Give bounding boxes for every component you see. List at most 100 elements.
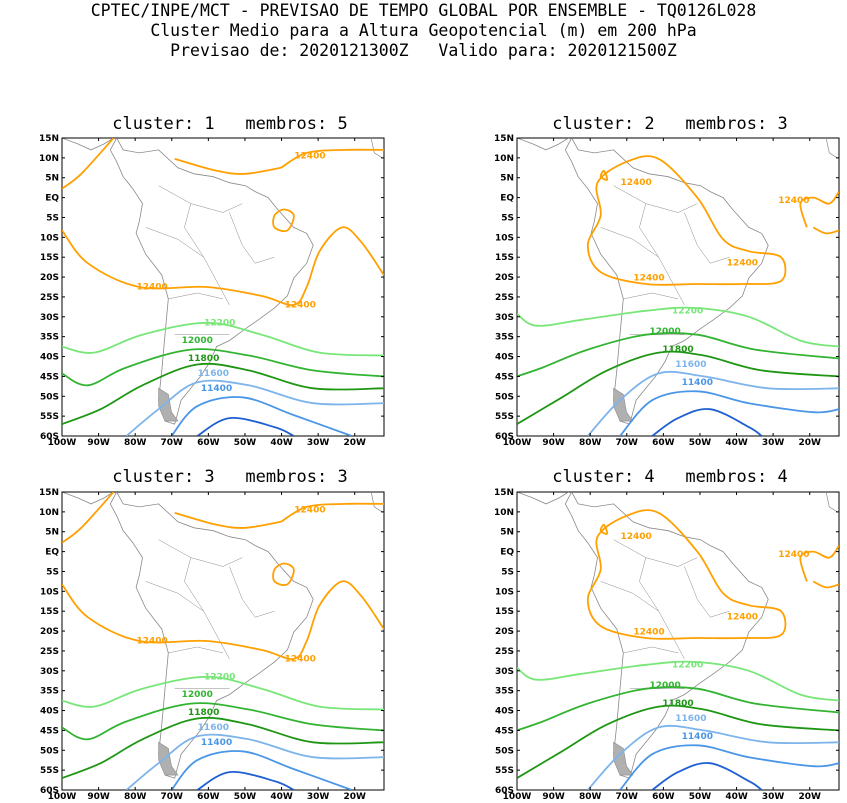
map-frame — [516, 137, 840, 437]
contour-label-12000: 12000 — [649, 327, 680, 337]
lat-label: 15S — [40, 253, 59, 263]
africa-coastline — [370, 492, 384, 514]
country-border — [229, 566, 275, 618]
contour-11600 — [587, 370, 839, 436]
contour-11200 — [196, 771, 295, 790]
lat-label: 5N — [45, 528, 59, 538]
contour-label-12400: 12400 — [294, 151, 325, 161]
header-line-3: Previsao de: 2020121300Z Valido para: 20… — [170, 41, 677, 60]
contour-11800 — [62, 716, 384, 779]
lon-label: 70W — [161, 438, 184, 447]
contour-label-12400: 12400 — [620, 178, 651, 188]
central-america-coastline — [62, 492, 114, 505]
contour-12200 — [517, 660, 839, 702]
lon-label: 70W — [616, 438, 639, 447]
africa-coastline — [825, 138, 839, 160]
lon-label: 30W — [762, 438, 785, 447]
contour-12400-equatorial — [174, 512, 282, 529]
lat-label: 5S — [46, 213, 59, 223]
south-america-coastline — [564, 138, 769, 425]
contour-12400-equatorial-east — [280, 502, 384, 523]
contour-label-12000: 12000 — [649, 681, 680, 691]
south-america-coastline — [109, 492, 314, 779]
lon-label: 100W — [48, 438, 77, 447]
lon-label: 60W — [652, 792, 675, 802]
map-panel-2: 12400 12400 12400 12400 12200 12000 11800 11600… — [494, 134, 840, 447]
contour-12200 — [62, 675, 384, 711]
contour-label-12200: 12200 — [672, 306, 703, 316]
central-america-coastline — [517, 138, 569, 151]
map-panel-1: 12400 12400 12400 12200 12000 11800 11600 11400… — [39, 134, 385, 447]
country-border — [639, 557, 659, 612]
lat-label: 35S — [495, 687, 514, 697]
patagonia-islands — [158, 741, 179, 776]
lat-label: EQ — [500, 548, 514, 558]
panel-title-4: cluster: 4 membros: 4 — [552, 467, 788, 487]
lat-label: 60S — [40, 432, 59, 442]
country-border — [613, 185, 698, 213]
lat-label: 20S — [495, 273, 514, 283]
country-border — [158, 185, 243, 213]
contour-11600 — [125, 733, 384, 790]
lat-label: 5N — [45, 174, 59, 184]
lat-label: 20S — [40, 627, 59, 637]
lat-label: 35S — [40, 333, 59, 343]
lat-label: 15S — [495, 607, 514, 617]
lat-label: 10S — [495, 587, 514, 597]
lat-label: 5N — [500, 174, 514, 184]
map-panel-3: 12400 12400 12400 12200 12000 11800 11600 11400… — [39, 488, 385, 802]
lon-label: 50W — [689, 792, 712, 802]
lat-label: 10N — [494, 508, 514, 518]
lon-label: 80W — [124, 792, 147, 802]
contour-label-12000: 12000 — [182, 690, 213, 700]
contour-label-11600: 11600 — [675, 714, 706, 724]
lon-label: 50W — [234, 438, 257, 447]
contour-11600 — [587, 724, 839, 790]
central-america-coastline — [517, 492, 569, 505]
contour-label-12200: 12200 — [204, 672, 235, 682]
country-border — [613, 539, 698, 567]
lon-label: 20W — [799, 792, 822, 802]
contour-label-12400: 12400 — [727, 613, 758, 623]
contour-12400-subtropical — [62, 580, 384, 660]
lat-label: 20S — [40, 273, 59, 283]
lat-label: 10S — [495, 233, 514, 243]
country-border — [600, 581, 685, 660]
lat-label: 5S — [501, 567, 514, 577]
contour-11400 — [170, 396, 353, 436]
lon-label: 20W — [799, 438, 822, 447]
contour-12400-atlantic-lower — [812, 226, 839, 235]
contour-11200 — [196, 417, 295, 436]
contour-12400-atlantic-lower — [812, 580, 839, 589]
lon-label: 20W — [344, 438, 367, 447]
lat-label: 50S — [40, 392, 59, 402]
map-frame — [516, 491, 840, 791]
contour-label-11600: 11600 — [198, 723, 229, 733]
lat-label: EQ — [45, 548, 59, 558]
lat-label: 15N — [494, 134, 514, 144]
contour-label-12400: 12400 — [633, 274, 664, 284]
contour-11600 — [125, 379, 384, 436]
contour-12000 — [62, 348, 384, 387]
contour-label-12400: 12400 — [137, 283, 168, 293]
country-border — [639, 203, 659, 258]
lon-label: 90W — [87, 438, 110, 447]
contour-11400 — [619, 390, 839, 436]
lat-label: 30S — [495, 667, 514, 677]
contour-label-12200: 12200 — [672, 660, 703, 670]
contour-12400-atlantic — [799, 191, 839, 228]
lat-label: 5N — [500, 528, 514, 538]
lat-label: 45S — [495, 726, 514, 736]
lon-label: 50W — [689, 438, 712, 447]
contour-12400-small-loop — [599, 523, 609, 535]
map-panel-4: 12400 12400 12400 12400 12200 12000 11800 11600… — [494, 488, 840, 802]
lat-label: 45S — [495, 372, 514, 382]
lon-label: 40W — [725, 438, 748, 447]
contour-12000 — [517, 331, 839, 378]
lat-label: 60S — [495, 786, 514, 796]
lon-label: 70W — [161, 792, 184, 802]
header-line-1: CPTEC/INPE/MCT - PREVISAO DE TEMPO GLOBA… — [90, 1, 757, 20]
contour-12400-equatorial — [174, 158, 282, 175]
lon-label: 90W — [542, 792, 565, 802]
contour-label-11400: 11400 — [201, 738, 232, 748]
